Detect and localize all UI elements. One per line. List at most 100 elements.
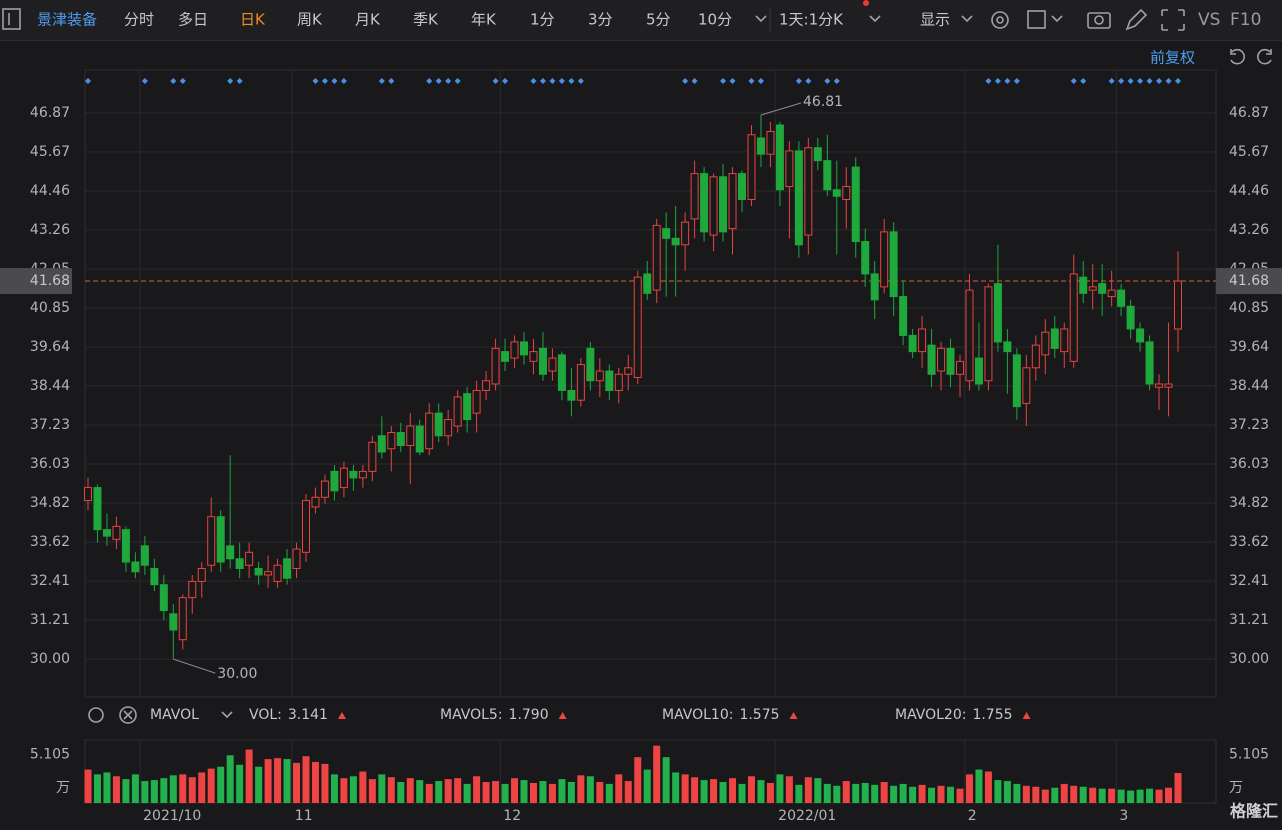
candle-body <box>785 150 794 188</box>
signal-dot <box>331 78 338 84</box>
volume-bar <box>747 776 755 803</box>
signal-dot <box>691 78 698 84</box>
volume-bar <box>406 778 414 803</box>
adjust-button[interactable]: 前复权 <box>1150 49 1195 67</box>
candle-body <box>832 189 841 197</box>
close-icon[interactable] <box>119 706 137 724</box>
y-tick-label: 38.44 <box>1229 378 1269 394</box>
candle-body <box>216 516 225 563</box>
signal-dot <box>1004 78 1011 84</box>
candle-body <box>823 160 832 191</box>
candle-body <box>1088 286 1097 291</box>
x-tick-label: 2021/10 <box>143 808 201 824</box>
period-tab[interactable]: 季K <box>413 11 439 29</box>
trend-arrow <box>558 712 567 719</box>
volume-bar <box>112 776 120 803</box>
period-tab[interactable]: 年K <box>471 11 497 29</box>
signal-dot <box>805 78 812 84</box>
f10-button[interactable]: F10 <box>1230 10 1261 30</box>
volume-bar <box>1136 789 1144 803</box>
volume-bar <box>1098 788 1106 803</box>
stock-name[interactable]: 景津装备 <box>37 11 97 29</box>
vs-button[interactable]: VS <box>1198 10 1220 30</box>
volume-bar <box>293 762 301 803</box>
y-tick-label: 43.26 <box>30 222 70 238</box>
volume-bar <box>311 761 319 803</box>
signal-dot <box>1118 78 1125 84</box>
candle-body <box>1022 367 1031 404</box>
fullscreen-icon[interactable] <box>1161 9 1185 31</box>
period-tab[interactable]: 分时 <box>124 11 154 29</box>
volume-bar <box>330 774 338 803</box>
volume-bar <box>947 786 955 803</box>
trend-arrow <box>789 712 798 719</box>
volume-bar <box>473 776 481 803</box>
period-tab[interactable]: 月K <box>355 11 381 29</box>
volume-bar <box>691 777 699 803</box>
range-select[interactable]: 1天:1分K <box>779 11 844 29</box>
signal-dot <box>388 78 395 84</box>
undo-icon[interactable] <box>1230 48 1245 65</box>
volume-bar <box>226 755 234 803</box>
candle-body <box>264 571 273 576</box>
candle-body <box>690 173 699 220</box>
y-tick-label: 43.26 <box>1229 222 1269 238</box>
period-tab[interactable]: 周K <box>297 11 323 29</box>
signal-dot <box>757 78 764 84</box>
volume-bar <box>321 763 329 803</box>
candle-body <box>1126 305 1135 330</box>
indicator-name[interactable]: MAVOL <box>150 707 199 723</box>
settings-icon[interactable] <box>991 11 1009 29</box>
candle-body <box>415 425 424 453</box>
candle-body <box>595 370 604 382</box>
menu-icon[interactable] <box>2 8 21 30</box>
period-tab[interactable]: 3分 <box>588 11 613 29</box>
volume-bar <box>378 774 386 803</box>
chevron <box>1051 15 1063 23</box>
signal-dot <box>445 78 452 84</box>
volume-bar <box>738 783 746 803</box>
signal-dot <box>985 78 992 84</box>
chevron <box>755 15 767 23</box>
period-tab[interactable]: 10分 <box>698 11 732 29</box>
volume-bar <box>776 774 784 803</box>
volume-bar <box>558 779 566 803</box>
y-tick-label: 36.03 <box>1229 456 1269 472</box>
volume-bar <box>965 774 973 803</box>
display-menu[interactable]: 显示 <box>920 11 950 29</box>
volume-bar <box>141 781 149 803</box>
signal-dot <box>1127 78 1134 84</box>
y-tick-label: 37.23 <box>1229 417 1269 433</box>
candle-body <box>738 173 746 200</box>
alert-dot <box>863 0 869 6</box>
pen-icon[interactable] <box>1125 8 1148 31</box>
candle-body <box>1050 328 1059 349</box>
period-tab[interactable]: 日K <box>240 11 266 29</box>
indicator-values: VOL: 3.141 MAVOL5: 1.790 MAVOL10: 1.575 MAVOL2… <box>249 707 1031 723</box>
volume-bar <box>994 780 1002 803</box>
camera-icon[interactable] <box>1087 12 1111 29</box>
volume-bar <box>548 783 556 803</box>
period-tab[interactable]: 1分 <box>530 11 555 29</box>
volume-bar <box>387 777 395 803</box>
volume-bar <box>615 774 623 803</box>
volume-bar <box>169 775 177 803</box>
high-leader <box>760 102 802 116</box>
period-tab[interactable]: 多日 <box>178 11 208 29</box>
candle-body <box>1155 383 1164 388</box>
y-tick-label: 37.23 <box>30 417 70 433</box>
y-tick-label: 46.87 <box>1229 105 1269 121</box>
low-label: 30.00 <box>217 666 257 682</box>
x-tick-label: 2 <box>968 808 977 824</box>
volume-bar <box>766 782 774 803</box>
signal-dot <box>549 78 556 84</box>
settings-icon[interactable] <box>88 707 104 723</box>
volume-bar <box>160 778 168 803</box>
volume-bar <box>624 781 632 803</box>
y-tick-label: 30.00 <box>1229 651 1269 667</box>
redo-icon[interactable] <box>1257 48 1272 65</box>
candle-body <box>548 357 557 372</box>
period-tab[interactable]: 5分 <box>646 11 671 29</box>
checkbox[interactable] <box>1027 10 1046 29</box>
volume-bar <box>729 778 737 803</box>
